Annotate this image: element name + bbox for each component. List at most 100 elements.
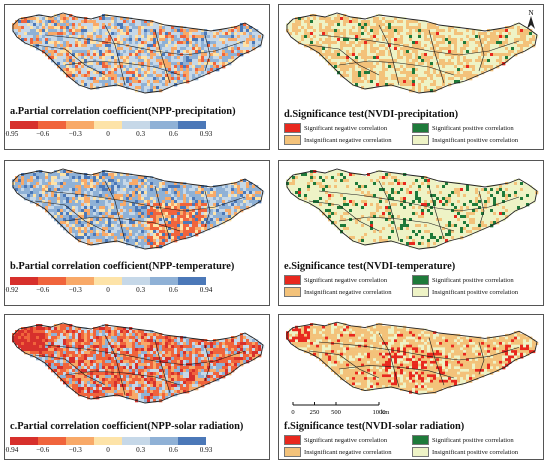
sub-basin-boundary	[44, 34, 246, 56]
panel-b-temperature-correlation: b.Partial correlation coefficient(NPP-te…	[4, 160, 270, 306]
scale-bar-label: 250	[310, 409, 320, 416]
legend-label: Insignificant positive correlation	[432, 448, 519, 456]
map-raster	[286, 323, 539, 394]
panel-d-precipitation-significance: N d.Significance test(NVDI-precipitation…	[278, 4, 544, 150]
sub-basin-boundary	[318, 341, 520, 361]
basin-map	[286, 321, 539, 395]
significance-legend: Significant negative correlation Signific…	[284, 275, 540, 303]
basin-outline	[12, 168, 264, 250]
legend-swatch	[412, 275, 429, 285]
legend-swatch	[412, 123, 429, 133]
colorbar	[10, 277, 206, 285]
legend-swatch	[284, 447, 301, 457]
sub-basin-boundary	[378, 180, 400, 242]
sub-basin-boundary	[338, 365, 455, 379]
colorbar-segment	[178, 277, 206, 285]
basin-outline	[286, 321, 538, 395]
colorbar-segment	[10, 437, 38, 445]
colorbar-segment	[10, 121, 38, 129]
colorbar-segment	[38, 277, 66, 285]
sub-basin-boundary	[64, 60, 181, 76]
colorbar-tick-label: 0.3	[136, 130, 146, 138]
colorbar-ticks: −0.92 −0.6 −0.3 0 0.3 0.6 0.94	[5, 286, 212, 298]
colorbar-segment	[122, 277, 150, 285]
panel-title: b.Partial correlation coefficient(NPP-te…	[10, 261, 235, 272]
legend-item-insig-neg: Insignificant negative correlation	[284, 447, 392, 457]
colorbar	[10, 437, 206, 445]
legend-label: Insignificant negative correlation	[304, 136, 392, 144]
colorbar-tick-label: 0	[106, 286, 110, 294]
colorbar-tick-label: −0.3	[68, 446, 82, 454]
panel-title: c.Partial correlation coefficient(NPP-so…	[10, 421, 244, 432]
scale-bar-label: 500	[331, 409, 341, 416]
sub-basin-boundary	[44, 190, 246, 212]
legend-item-sig-neg: Significant negative correlation	[284, 435, 387, 445]
colorbar-segment	[10, 277, 38, 285]
sub-basin-boundary	[318, 34, 520, 56]
scale-bar-label: 1000	[373, 409, 386, 416]
sub-basin-boundary	[378, 332, 400, 388]
sub-basin-boundary	[478, 34, 485, 72]
sub-basin-boundary	[154, 185, 171, 240]
sub-basin-boundary	[104, 180, 126, 242]
colorbar-tick-label: 0.93	[199, 130, 213, 138]
colorbar-tick-label: −0.3	[68, 286, 82, 294]
panel-title: f.Significance test(NVDI-solar radiation…	[284, 421, 465, 432]
colorbar-segment	[122, 437, 150, 445]
sub-basin-boundary	[308, 44, 380, 76]
sub-basin-boundary	[428, 29, 445, 84]
map-raster	[12, 324, 265, 403]
colorbar-ticks: −0.95 −0.6 −0.3 0 0.3 0.6 0.93	[5, 130, 212, 142]
colorbar-segment	[38, 121, 66, 129]
colorbar-ticks: −0.94 −0.6 −0.3 0 0.3 0.6 0.93	[5, 446, 212, 458]
colorbar-tick-label: −0.94	[5, 446, 19, 454]
basin-map	[286, 168, 539, 250]
legend-item-insig-pos: Insignificant positive correlation	[412, 447, 518, 457]
legend-label: Significant negative correlation	[304, 124, 388, 132]
legend-swatch	[412, 287, 429, 297]
panel-a-precipitation-correlation: a.Partial correlation coefficient(NPP-pr…	[4, 4, 270, 150]
colorbar-segment	[38, 437, 66, 445]
legend-label: Insignificant positive correlation	[432, 288, 519, 296]
sub-basin-boundary	[34, 44, 106, 76]
basin-outline	[12, 322, 264, 404]
colorbar-tick-label: −0.3	[68, 130, 82, 138]
sub-basin-boundary	[318, 190, 520, 212]
legend-swatch	[284, 123, 301, 133]
colorbar-segment	[66, 121, 94, 129]
colorbar-segment	[150, 437, 178, 445]
legend-item-insig-pos: Insignificant positive correlation	[412, 287, 518, 297]
map-raster	[286, 170, 539, 249]
basin-outline	[286, 168, 538, 250]
panel-title: a.Partial correlation coefficient(NPP-pr…	[10, 106, 236, 117]
colorbar-tick-label: −0.6	[36, 130, 50, 138]
colorbar-tick-label: 0.93	[199, 446, 213, 454]
colorbar-tick-label: −0.95	[5, 130, 19, 138]
colorbar-tick-label: 0.6	[168, 446, 178, 454]
basin-map	[12, 12, 265, 94]
sub-basin-boundary	[204, 190, 211, 228]
legend-label: Insignificant negative correlation	[304, 288, 392, 296]
colorbar	[10, 121, 206, 129]
sub-basin-boundary	[104, 334, 126, 396]
colorbar-tick-label: 0.3	[136, 286, 146, 294]
basin-outline	[12, 12, 264, 94]
sub-basin-boundary	[104, 24, 126, 86]
legend-item-sig-pos: Significant positive correlation	[412, 435, 514, 445]
colorbar-segment	[178, 437, 206, 445]
panel-f-solar-radiation-significance: 0 250 500 1000 km f.Significance test(NVDI-s…	[278, 314, 544, 460]
colorbar-segment	[122, 121, 150, 129]
colorbar-segment	[94, 277, 122, 285]
colorbar-tick-label: 0	[106, 130, 110, 138]
north-arrow-icon: N	[527, 9, 535, 29]
sub-basin-boundary	[154, 339, 171, 394]
colorbar-segment	[178, 121, 206, 129]
colorbar-segment	[150, 277, 178, 285]
sub-basin-boundary	[478, 190, 485, 228]
legend-item-insig-pos: Insignificant positive correlation	[412, 135, 518, 145]
colorbar-segment	[150, 121, 178, 129]
colorbar-segment	[94, 437, 122, 445]
legend-item-sig-pos: Significant positive correlation	[412, 123, 514, 133]
